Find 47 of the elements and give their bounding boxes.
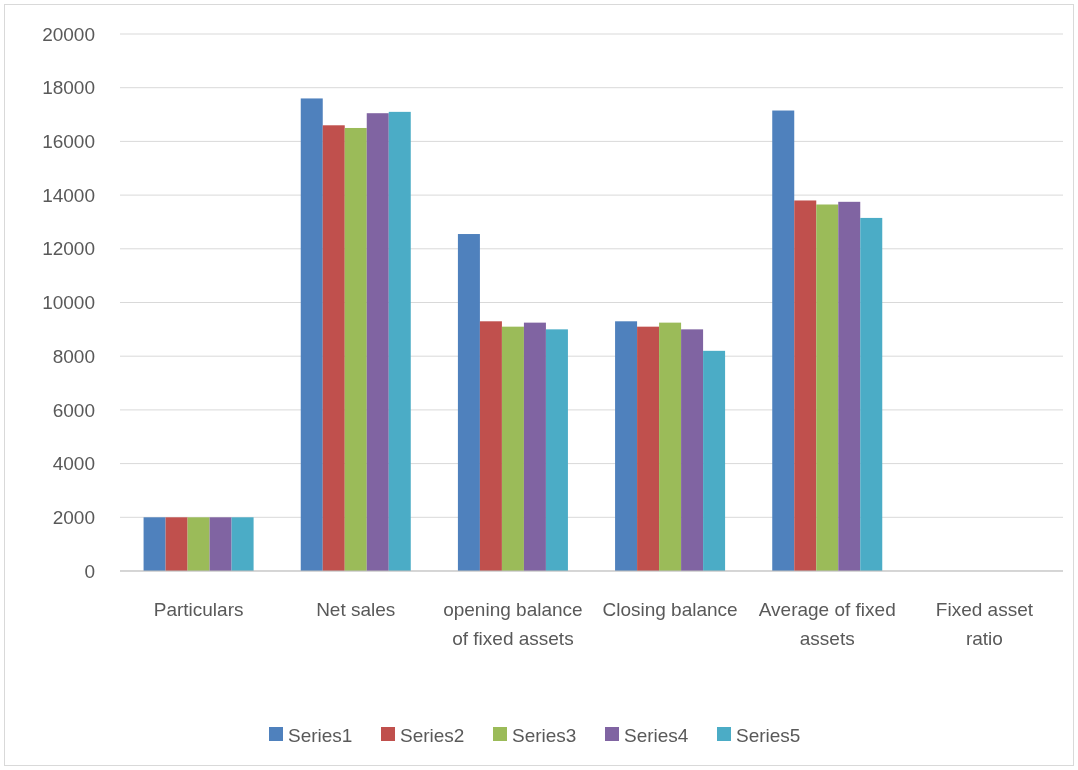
bar — [523, 322, 546, 571]
y-tick-label: 14000 — [42, 184, 95, 206]
bar — [366, 113, 389, 571]
bar — [300, 98, 323, 571]
y-tick-label: 18000 — [42, 77, 95, 99]
legend-label: Series5 — [736, 724, 801, 746]
legend-label: Series4 — [624, 724, 689, 746]
bar — [322, 125, 345, 571]
y-tick-label: 2000 — [52, 506, 95, 528]
bar — [659, 322, 682, 571]
legend-label: Series2 — [400, 724, 465, 746]
legend-label: Series3 — [512, 724, 577, 746]
bar — [479, 321, 502, 571]
bar — [794, 200, 817, 571]
x-tick-label: Net sales — [316, 599, 396, 620]
bar — [209, 517, 232, 571]
y-tick-label: 6000 — [52, 399, 95, 421]
bar — [703, 350, 726, 571]
y-tick-label: 12000 — [42, 238, 95, 260]
bar — [772, 110, 795, 571]
y-tick-label: 0 — [84, 560, 95, 582]
x-tick-label: Closing balance — [602, 599, 738, 620]
bar — [165, 517, 188, 571]
y-tick-label: 20000 — [42, 23, 95, 45]
y-tick-label: 4000 — [52, 453, 95, 475]
y-tick-label: 10000 — [42, 292, 95, 314]
x-tick-label: Average of fixed assets — [758, 599, 896, 649]
x-tick-label: opening balance of fixed assets — [443, 599, 583, 649]
y-tick-label: 8000 — [52, 345, 95, 367]
x-tick-label: Fixed asset ratio — [935, 599, 1034, 649]
x-tick-label: Particulars — [153, 599, 244, 620]
bar — [388, 111, 411, 571]
y-tick-label: 16000 — [42, 131, 95, 153]
bar — [816, 204, 839, 571]
bar — [231, 517, 254, 571]
bar — [615, 321, 638, 571]
bar — [545, 329, 568, 571]
bar — [681, 329, 704, 571]
bar — [344, 127, 367, 571]
bar — [457, 234, 480, 571]
bar — [860, 217, 883, 571]
legend-label: Series1 — [288, 724, 353, 746]
bar — [838, 201, 861, 571]
bar — [187, 517, 210, 571]
bar — [501, 326, 524, 571]
bar — [637, 326, 660, 571]
bar — [143, 517, 166, 571]
